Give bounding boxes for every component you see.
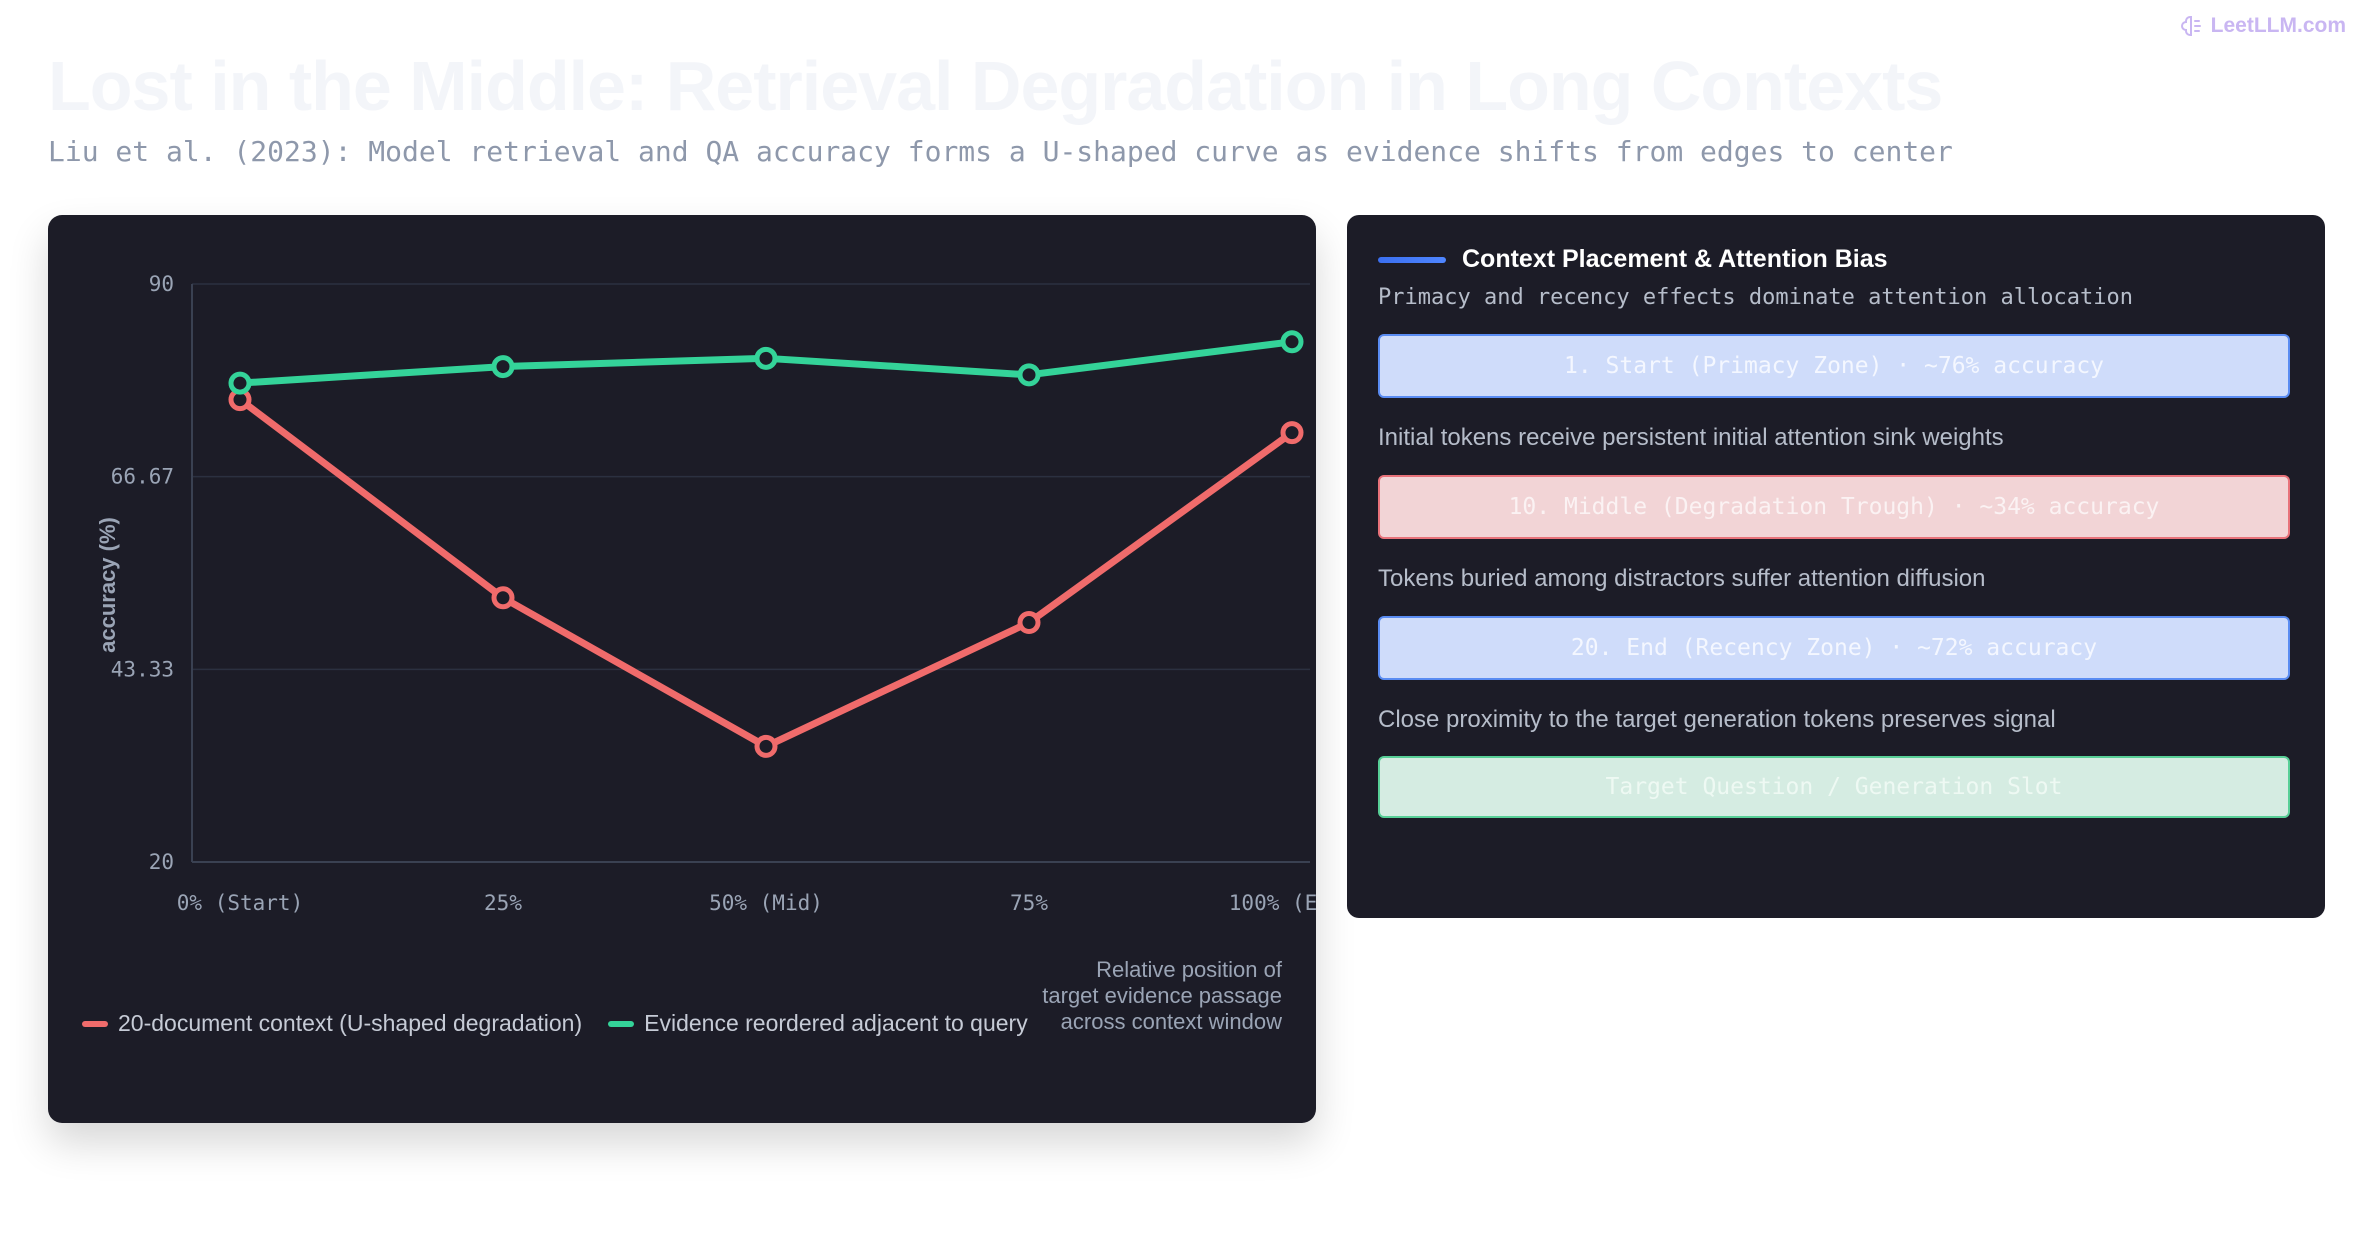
legend-label-series-1: 20-document context (U-shaped degradatio… [118,1010,583,1036]
brand-logo[interactable]: LeetLLM.com [2180,14,2346,38]
series-1-point [754,734,778,758]
zone-target-slot[interactable]: Target Question / Generation Slot [1378,756,2290,818]
x-tick-label: 0% (Start) [177,891,303,915]
chart-legend: 20-document context (U-shaped degradatio… [82,1010,1028,1037]
page-title: Lost in the Middle: Retrieval Degradatio… [48,47,1943,125]
x-tick-label: 50% (Mid) [709,891,823,915]
panel-title: Context Placement & Attention Bias [1462,245,1888,273]
zone-end-note: Close proximity to the target generation… [1378,706,2056,733]
legend-swatch-series-1 [82,1020,108,1027]
zone-middle-note: Tokens buried among distractors suffer a… [1378,565,1986,592]
attention-panel: Context Placement & Attention Bias Prima… [1347,215,2325,918]
brand-name: LeetLLM.com [2210,14,2346,37]
legend-item-series-2[interactable]: Evidence reordered adjacent to query [608,1010,1028,1037]
y-tick-label: 66.67 [111,465,174,489]
series-2-point [228,371,252,395]
panel-subtitle: Primacy and recency effects dominate att… [1378,285,2133,310]
y-tick-label: 90 [149,272,174,296]
y-axis-title: accuracy (%) [95,517,120,653]
x-axis-title: Relative position of target evidence pas… [1042,957,1282,1034]
y-tick-label: 43.33 [111,657,174,681]
legend-swatch-series-2 [608,1020,635,1027]
x-tick-label: 75% [1010,891,1048,915]
series-2-point [1280,330,1304,354]
legend-item-series-1[interactable]: 20-document context (U-shaped degradatio… [82,1010,582,1037]
brain-icon [2180,16,2201,36]
series-1-point [1017,611,1041,635]
zone-start-note: Initial tokens receive persistent initia… [1378,424,2004,451]
zone-middle[interactable]: 10. Middle (Degradation Trough) · ~34% a… [1378,475,2290,539]
panel-header: Context Placement & Attention Bias [1378,245,1888,274]
series-line-1 [236,396,1296,750]
legend-label-series-2: Evidence reordered adjacent to query [644,1010,1028,1036]
page-subtitle: Liu et al. (2023): Model retrieval and Q… [48,135,1953,168]
series-1-point [1280,421,1304,445]
x-tick-label: 100% (End) [1229,891,1316,915]
zone-end[interactable]: 20. End (Recency Zone) · ~72% accuracy [1378,616,2290,680]
chart-card: 20 43.33 66.67 90 0% (Start) 25% 50% (Mid) 75% 1… [48,215,1316,1123]
y-tick-label: 20 [149,850,174,874]
series-2-point [1017,363,1041,387]
accent-bar [1378,256,1446,263]
series-2-point [754,346,778,370]
series-1-point [491,586,515,610]
zone-start[interactable]: 1. Start (Primacy Zone) · ~76% accuracy [1378,334,2290,398]
x-tick-label: 25% [484,891,522,915]
line-chart: 20 43.33 66.67 90 0% (Start) 25% 50% (Mid) 75% 1… [95,272,1316,915]
series-2-point [491,355,515,379]
